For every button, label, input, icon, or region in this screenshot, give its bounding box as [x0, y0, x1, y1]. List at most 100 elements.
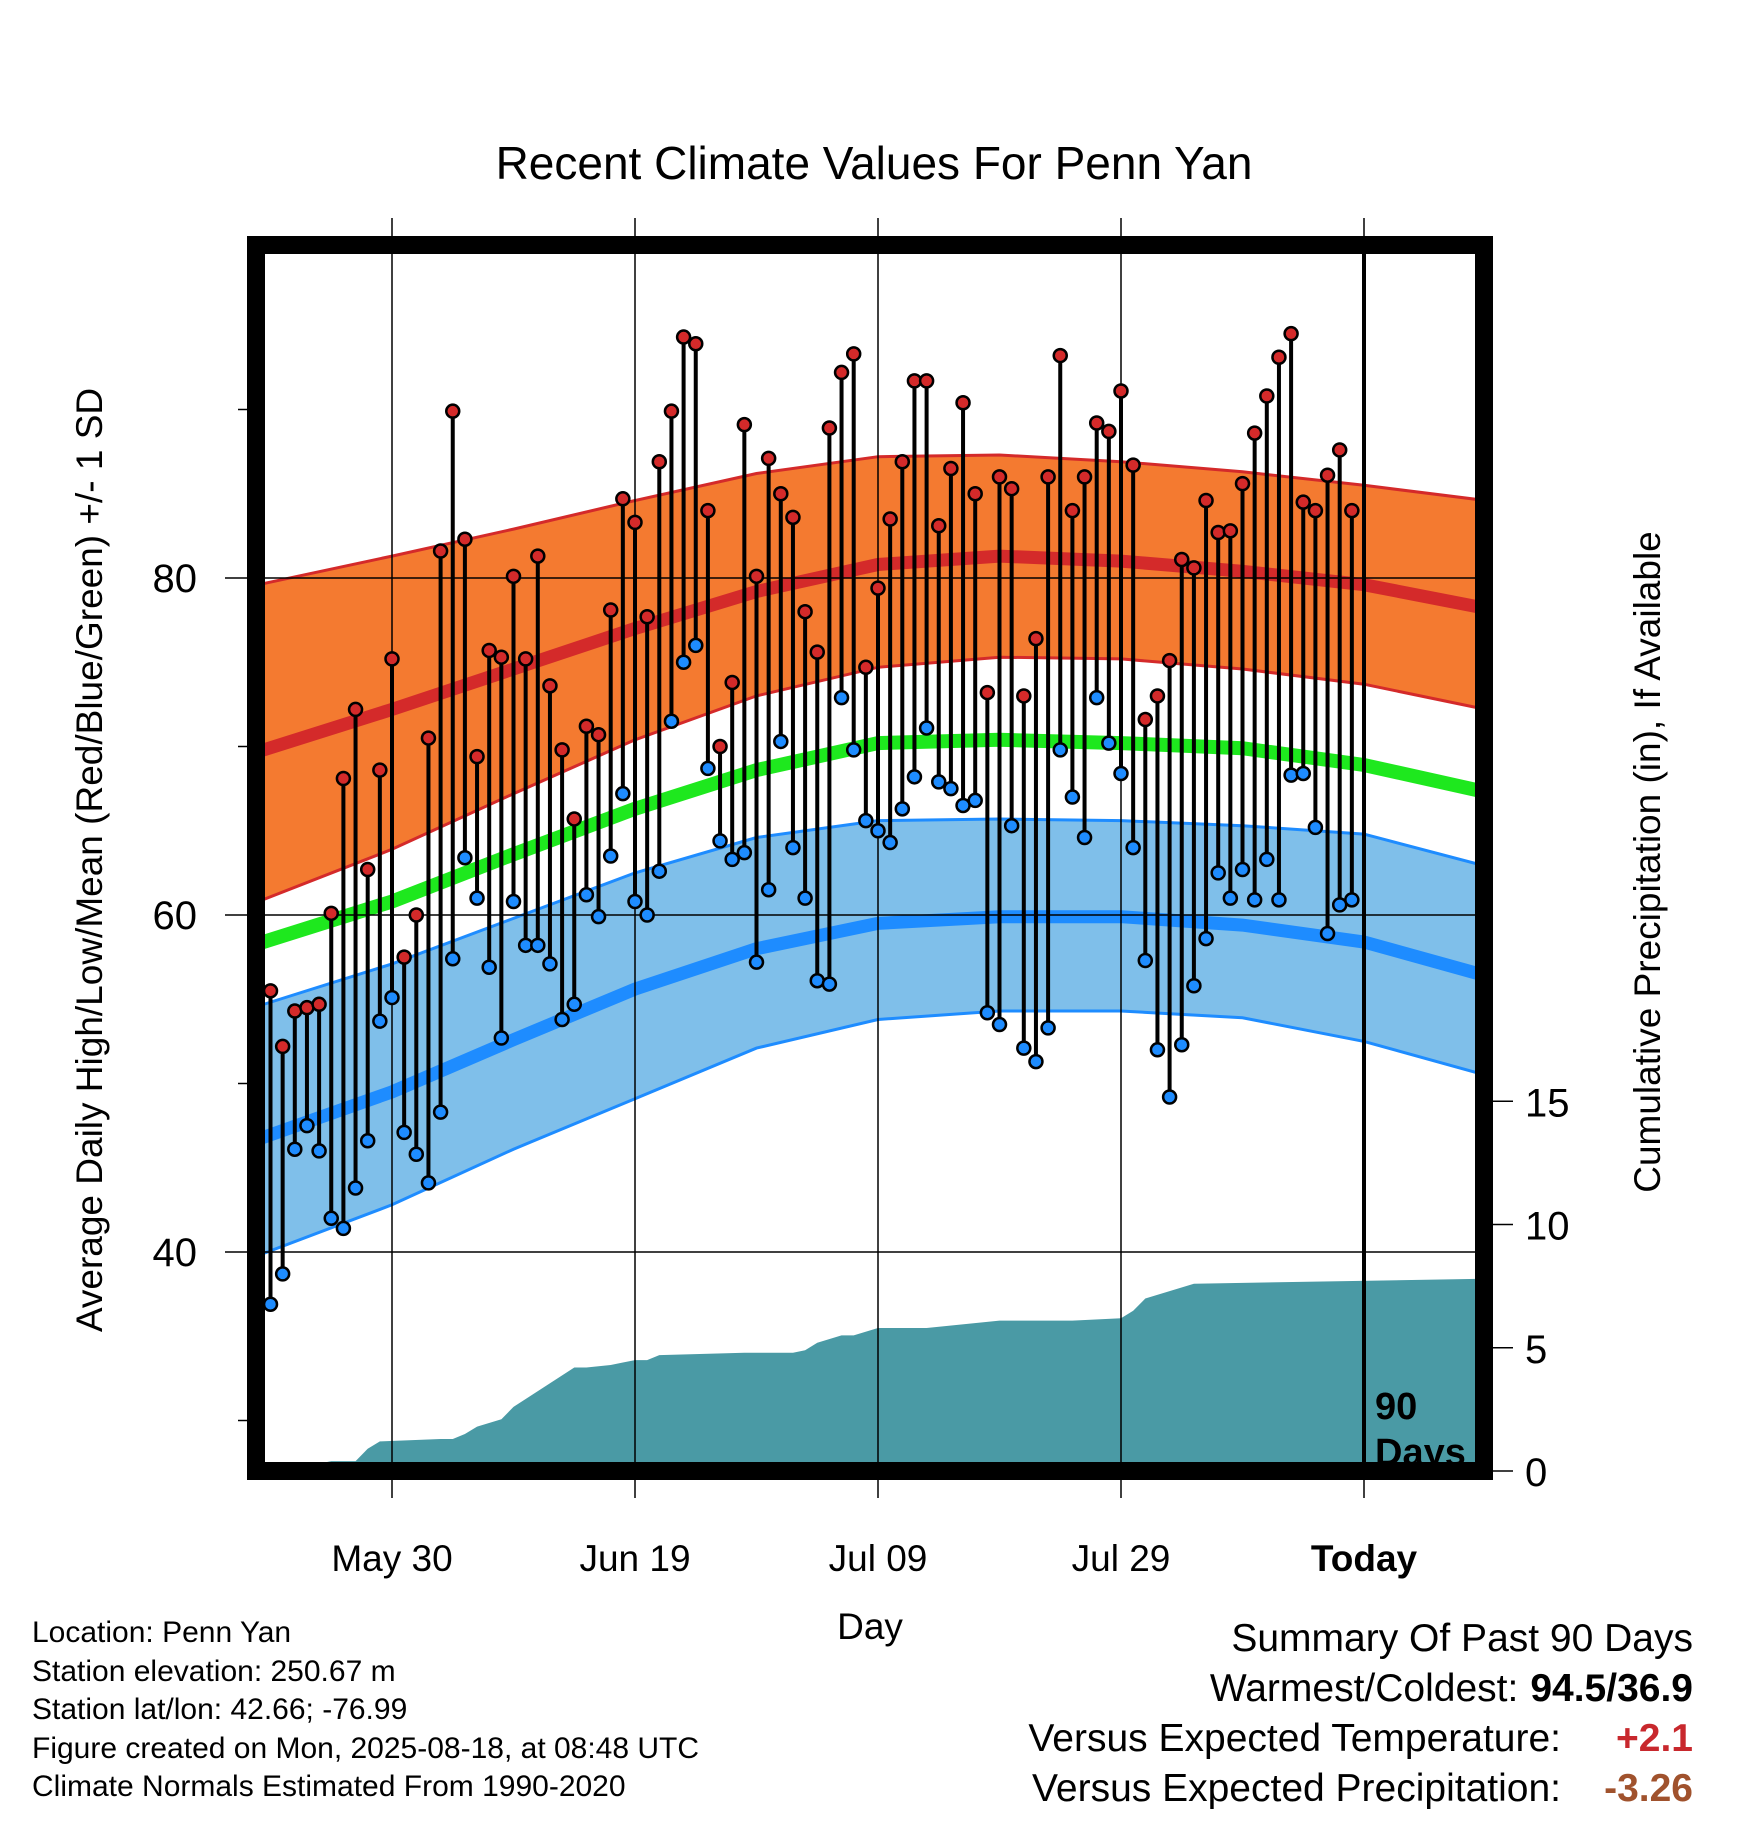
daily-low-point — [639, 907, 655, 923]
daily-high-point — [1319, 467, 1336, 483]
daily-high-point — [943, 460, 959, 477]
low-sd-band — [258, 819, 1484, 1256]
daily-low-point — [1149, 1042, 1166, 1058]
today-days-label: 90 Days — [1375, 1384, 1466, 1476]
daily-low-point — [724, 851, 740, 868]
summary-precip-row: Versus Expected Precipitation: -3.26 — [1028, 1764, 1693, 1814]
daily-high-point — [1307, 502, 1324, 519]
daily-low-point — [1271, 892, 1287, 908]
daily-high-point — [445, 403, 461, 419]
chart-title: Recent Climate Values For Penn Yan — [495, 137, 1253, 189]
daily-high-point — [530, 548, 546, 564]
daily-low-point — [1283, 767, 1299, 783]
daily-high-point — [821, 420, 838, 436]
daily-low-point — [347, 1180, 364, 1196]
daily-low-point — [1295, 765, 1311, 782]
daily-high-point — [1064, 502, 1081, 519]
daily-high-point — [785, 509, 801, 526]
daily-low-point — [833, 689, 850, 706]
daily-low-point — [967, 792, 983, 809]
daily-low-point — [688, 637, 704, 654]
y2-axis-label: Cumulative Precipitation (in), If Availa… — [1627, 531, 1668, 1193]
daily-low-point — [615, 785, 631, 802]
daily-high-point — [639, 609, 655, 625]
daily-high-point — [773, 486, 789, 502]
frame-layer — [247, 236, 1493, 1480]
daily-low-point — [1246, 892, 1263, 908]
daily-high-point — [1283, 325, 1299, 342]
daily-low-point — [1259, 851, 1275, 868]
daily-low-point — [845, 742, 862, 758]
daily-high-point — [602, 602, 619, 618]
y-tick-label: 60 — [153, 894, 198, 938]
daily-high-point — [408, 907, 425, 923]
daily-high-point — [1331, 442, 1348, 458]
daily-high-point — [1040, 469, 1056, 485]
daily-low-point — [408, 1146, 425, 1163]
daily-high-point — [1198, 492, 1214, 509]
daily-low-point — [1222, 890, 1239, 906]
daily-high-point — [493, 649, 510, 665]
daily-low-point — [384, 989, 400, 1006]
daily-high-point — [651, 453, 668, 470]
daily-high-point — [1259, 388, 1275, 404]
daily-low-point — [675, 654, 692, 670]
daily-high-point — [517, 651, 534, 667]
daily-high-point — [1344, 502, 1360, 519]
warmest-label: Warmest/Coldest: — [1209, 1667, 1519, 1710]
daily-high-point — [1161, 652, 1178, 669]
daily-low-point — [566, 996, 582, 1013]
location-text: Location: Penn Yan — [32, 1616, 292, 1649]
daily-low-point — [785, 839, 801, 856]
x-tick-label: Today — [1311, 1538, 1418, 1579]
daily-low-point — [1198, 930, 1214, 947]
normals-text: Climate Normals Estimated From 1990-2020 — [32, 1770, 626, 1803]
elevation-text: Station elevation: 250.67 m — [32, 1654, 396, 1688]
daily-low-point — [627, 893, 643, 910]
daily-high-point — [554, 742, 570, 758]
daily-high-point — [870, 580, 886, 596]
daily-high-point — [262, 983, 279, 999]
today-days-line1: 90 — [1375, 1386, 1418, 1428]
daily-low-point — [469, 890, 485, 906]
daily-high-point — [1271, 349, 1287, 366]
daily-low-point — [457, 849, 473, 866]
daily-high-point — [1210, 524, 1226, 541]
daily-high-point — [955, 395, 971, 411]
daily-high-point — [1113, 383, 1129, 399]
daily-low-point — [858, 812, 874, 829]
daily-high-point — [505, 568, 522, 585]
daily-high-point — [1101, 423, 1117, 440]
daily-low-point — [311, 1143, 327, 1159]
daily-high-point — [627, 514, 643, 531]
daily-high-point — [384, 651, 400, 667]
daily-low-point — [760, 881, 777, 898]
precip-label: Versus Expected Precipitation: — [1032, 1767, 1561, 1810]
daily-low-point — [1174, 1036, 1190, 1053]
daily-low-point — [1064, 789, 1081, 805]
daily-low-point — [663, 713, 680, 729]
daily-low-point — [979, 1004, 996, 1021]
daily-high-point — [1295, 494, 1311, 510]
daily-low-point — [445, 951, 461, 967]
today-days-line2: Days — [1375, 1432, 1466, 1474]
daily-low-point — [1307, 819, 1324, 836]
daily-high-point — [1174, 551, 1190, 568]
summary-warmest-row: Warmest/Coldest: 94.5/36.9 — [1028, 1664, 1693, 1714]
temp-value: +2.1 — [1616, 1717, 1693, 1760]
y-tick-label: 40 — [153, 1231, 198, 1275]
daily-high-point — [688, 336, 704, 352]
daily-low-point — [773, 733, 789, 750]
daily-low-point — [1319, 925, 1336, 942]
daily-low-point — [1016, 1040, 1032, 1056]
daily-low-point — [299, 1117, 315, 1134]
y-tick-label: 80 — [153, 557, 198, 601]
daily-low-point — [1161, 1089, 1178, 1105]
daily-low-point — [1088, 689, 1105, 706]
daily-high-point — [1186, 560, 1202, 576]
daily-high-point — [991, 469, 1008, 485]
temp-label: Versus Expected Temperature: — [1028, 1717, 1561, 1760]
daily-low-point — [943, 780, 959, 797]
warmest-value: 94.5/36.9 — [1530, 1667, 1693, 1710]
